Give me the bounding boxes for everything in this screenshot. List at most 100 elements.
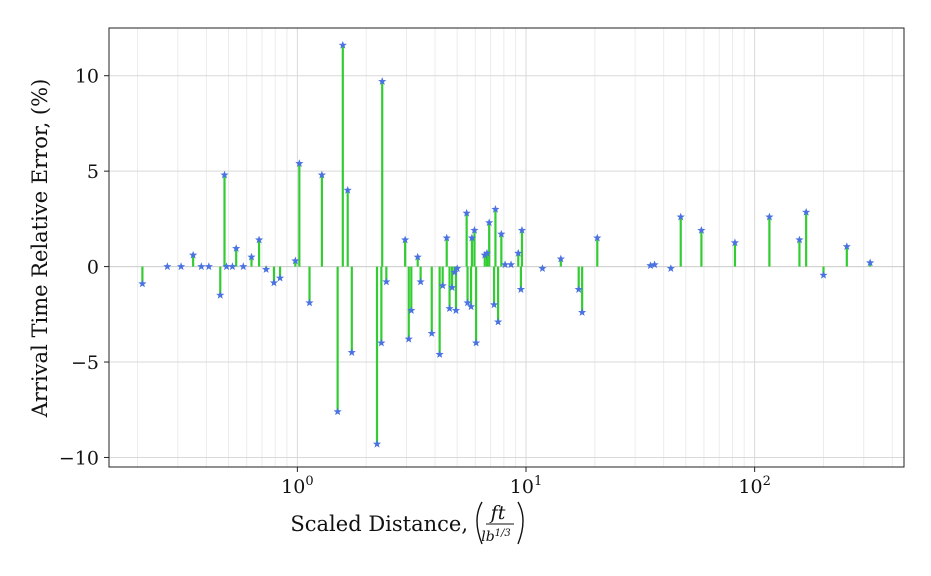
data-point-star bbox=[497, 229, 506, 238]
y-tick-label: 10 bbox=[75, 66, 99, 88]
x-tick-labels: 100 101 102 bbox=[281, 467, 771, 498]
y-axis-label: Arrival Time Relative Error, (%) bbox=[28, 79, 52, 419]
right-paren bbox=[517, 501, 524, 545]
data-point-star bbox=[176, 262, 186, 271]
left-paren bbox=[476, 501, 483, 545]
data-point-star bbox=[593, 233, 602, 242]
data-point-star bbox=[407, 306, 416, 314]
data-point-star bbox=[676, 212, 685, 221]
data-point-star bbox=[445, 304, 454, 313]
data-point-star bbox=[451, 306, 461, 314]
y-tick-labels: 10 5 0 −5 −10 bbox=[59, 66, 109, 469]
y-tick-label: 5 bbox=[87, 161, 99, 183]
data-point-star bbox=[466, 302, 476, 311]
data-point-star bbox=[317, 170, 326, 179]
markers bbox=[138, 40, 875, 448]
data-point-star bbox=[382, 277, 391, 286]
grid bbox=[109, 28, 904, 467]
data-point-star bbox=[470, 226, 479, 234]
x-tick-label: 101 bbox=[510, 474, 542, 498]
data-point-star bbox=[574, 285, 583, 293]
data-point-star bbox=[472, 338, 481, 347]
data-point-star bbox=[842, 242, 851, 251]
data-point-star bbox=[239, 262, 248, 271]
data-point-star bbox=[189, 250, 198, 259]
data-point-star bbox=[517, 226, 527, 234]
data-point-star bbox=[538, 264, 547, 272]
data-point-star bbox=[275, 273, 285, 282]
data-point-star bbox=[254, 235, 264, 244]
data-point-star bbox=[448, 283, 457, 292]
data-point-star bbox=[347, 348, 356, 356]
data-point-star bbox=[438, 281, 447, 290]
data-point-star bbox=[232, 244, 241, 252]
data-point-star bbox=[506, 260, 516, 269]
data-point-star bbox=[462, 208, 471, 217]
data-point-star bbox=[646, 261, 655, 270]
data-point-star bbox=[295, 159, 304, 167]
data-point-star bbox=[197, 262, 206, 271]
data-point-star bbox=[453, 264, 462, 272]
data-point-star bbox=[435, 350, 444, 358]
data-point-star bbox=[516, 285, 526, 293]
data-point-star bbox=[765, 212, 774, 221]
data-point-star bbox=[262, 265, 271, 273]
data-point-star bbox=[730, 238, 740, 247]
x-tick-label: 102 bbox=[738, 474, 770, 498]
data-point-star bbox=[401, 235, 410, 244]
data-point-star bbox=[222, 262, 231, 271]
data-point-star bbox=[463, 298, 472, 307]
data-point-star bbox=[378, 77, 387, 85]
data-point-star bbox=[416, 277, 425, 286]
x-tick-label: 100 bbox=[281, 474, 313, 498]
data-point-star bbox=[802, 207, 811, 216]
data-point-star bbox=[291, 256, 300, 265]
data-point-star bbox=[489, 300, 499, 309]
data-point-star bbox=[480, 250, 489, 259]
data-point-star bbox=[377, 338, 386, 347]
data-point-star bbox=[556, 254, 565, 263]
stems bbox=[141, 45, 872, 445]
data-point-star bbox=[501, 260, 510, 269]
data-point-star bbox=[485, 218, 494, 227]
data-point-star bbox=[442, 233, 451, 242]
x-axis-label-text: Scaled Distance, bbox=[290, 512, 468, 536]
data-point-star bbox=[163, 262, 172, 271]
data-point-star bbox=[866, 258, 875, 267]
data-point-star bbox=[650, 260, 659, 269]
data-point-star bbox=[333, 407, 342, 416]
data-point-star bbox=[220, 170, 229, 179]
data-point-star bbox=[697, 226, 706, 234]
data-point-star bbox=[247, 252, 256, 261]
data-point-star bbox=[228, 262, 237, 271]
x-axis-label: Scaled Distance, ft lb1/3 bbox=[290, 501, 524, 545]
data-point-star bbox=[795, 235, 804, 244]
data-point-star bbox=[338, 40, 347, 49]
data-point-star bbox=[666, 264, 675, 272]
data-point-star bbox=[467, 233, 477, 242]
x-unit-numerator: ft bbox=[489, 502, 506, 524]
data-point-star bbox=[482, 248, 492, 257]
data-point-star bbox=[343, 185, 352, 194]
y-tick-label: −10 bbox=[59, 447, 99, 469]
data-point-star bbox=[427, 329, 436, 337]
data-point-star bbox=[819, 270, 828, 279]
x-axis-unit: ft lb1/3 bbox=[476, 501, 524, 545]
data-point-star bbox=[450, 268, 459, 276]
data-point-star bbox=[372, 439, 382, 448]
y-tick-label: −5 bbox=[71, 352, 99, 374]
x-unit-denominator: lb1/3 bbox=[481, 528, 511, 545]
data-point-star bbox=[305, 298, 314, 307]
data-point-star bbox=[578, 308, 587, 316]
data-point-star bbox=[204, 262, 213, 271]
data-point-star bbox=[494, 317, 503, 326]
data-point-star bbox=[491, 205, 500, 213]
data-point-star bbox=[138, 279, 147, 288]
data-point-star bbox=[413, 252, 422, 261]
plot-frame bbox=[108, 27, 905, 468]
y-tick-label: 0 bbox=[87, 257, 99, 279]
data-point-star bbox=[404, 334, 413, 343]
data-point-star bbox=[269, 278, 279, 287]
data-point-star bbox=[514, 248, 523, 257]
